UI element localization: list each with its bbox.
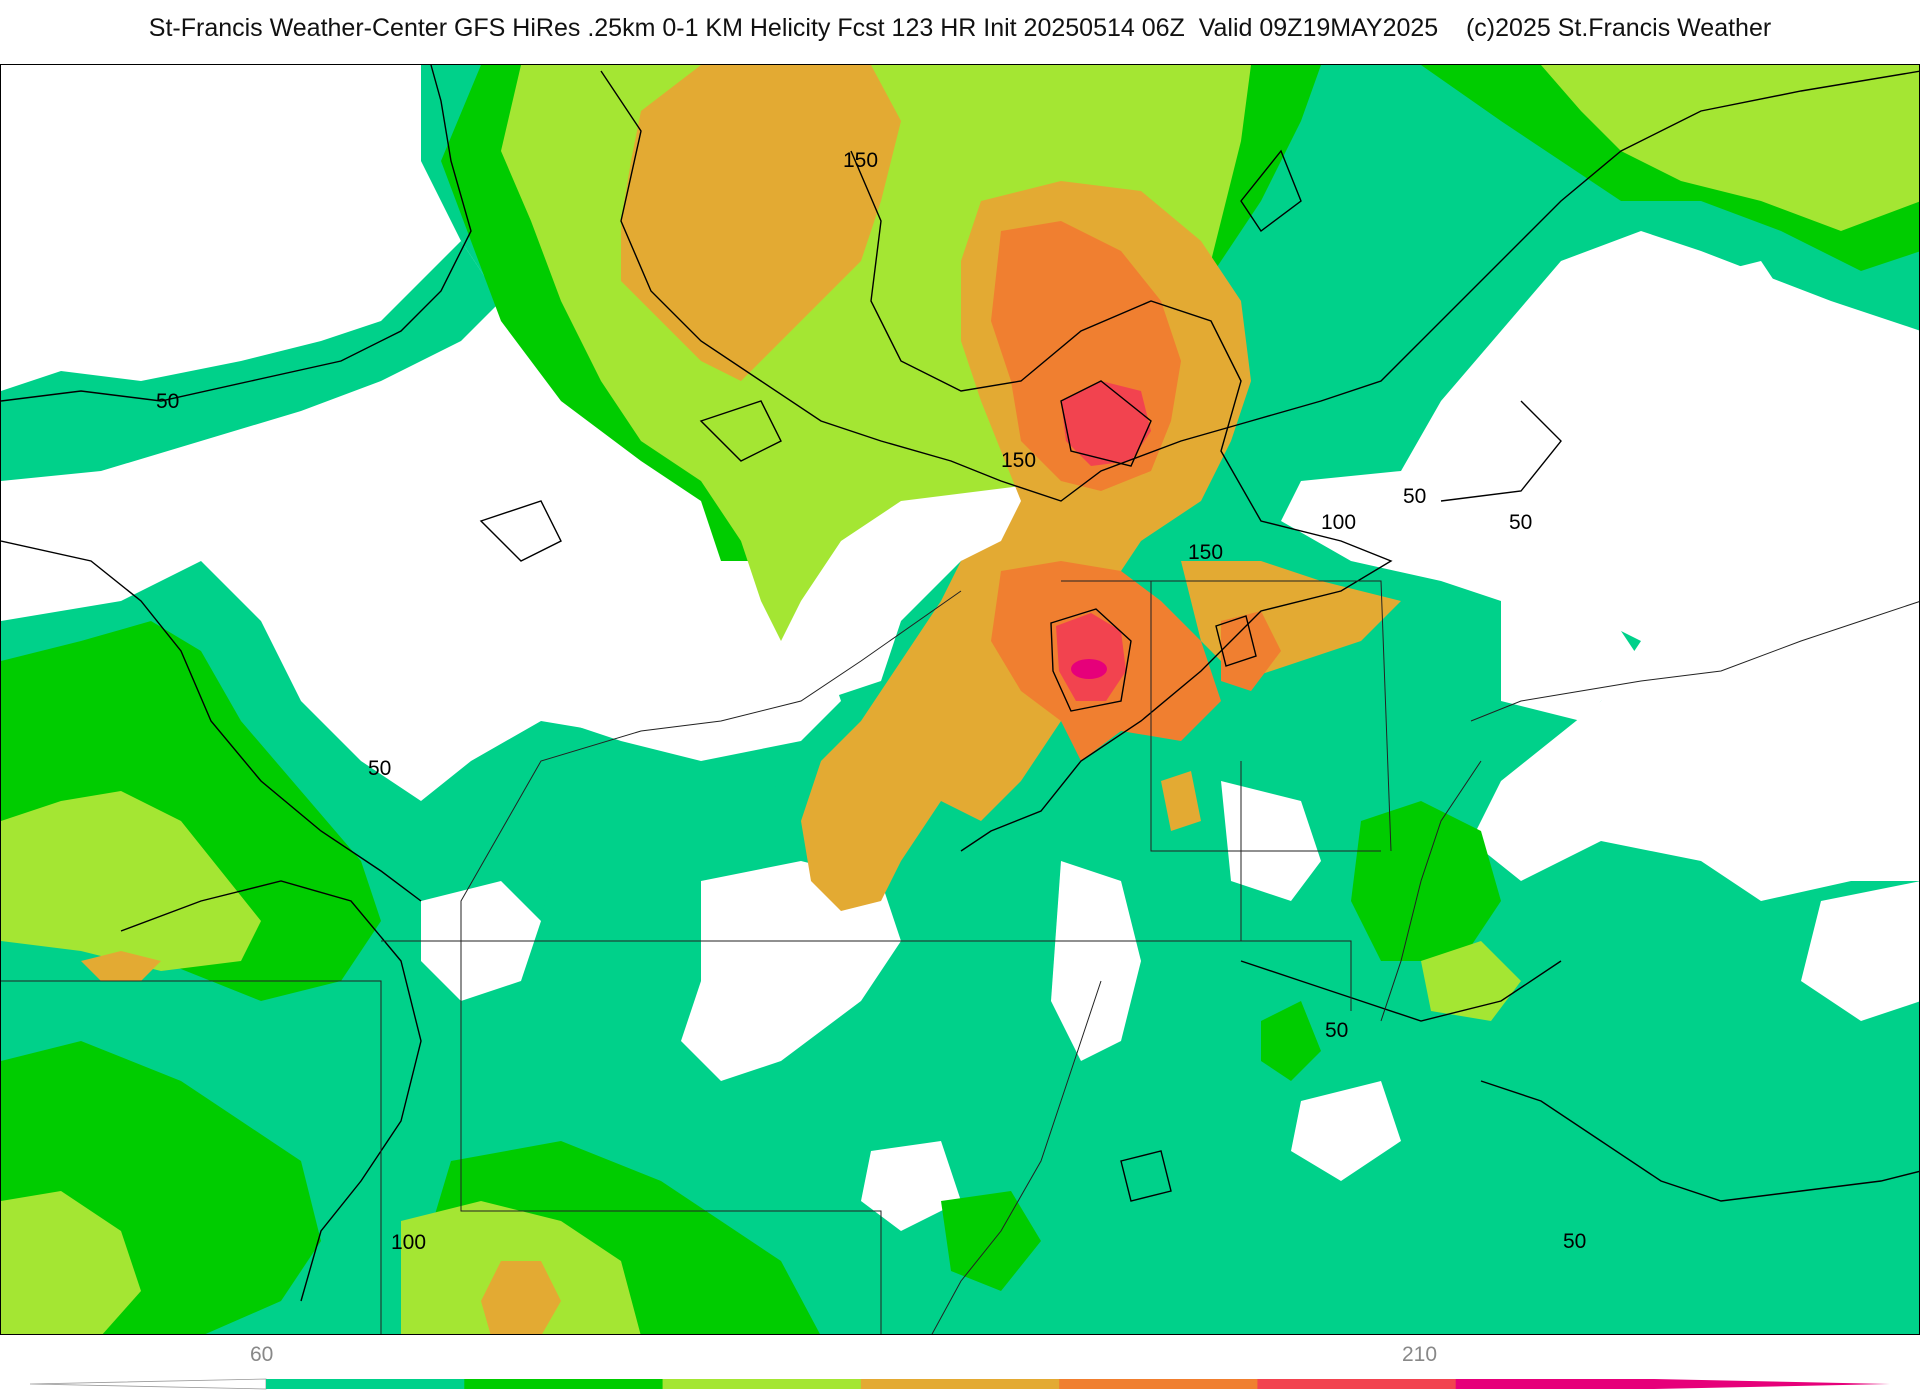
contour-label: 50 bbox=[156, 390, 179, 413]
colorbar-segment bbox=[1059, 1379, 1258, 1389]
map-canvas: 50 50 100 150 150 150 50 50 100 50 50 10… bbox=[1, 65, 1919, 1334]
map-title: St-Francis Weather-Center GFS HiRes .25k… bbox=[148, 14, 1772, 42]
colorbar-arrow-low bbox=[29, 1378, 267, 1390]
colorbar-segment bbox=[860, 1379, 1060, 1389]
helicity-contours bbox=[1, 65, 1919, 1302]
geographic-outlines bbox=[1, 580, 1919, 1334]
colorbar-segment bbox=[1455, 1379, 1655, 1389]
contour-label: 50 bbox=[1403, 485, 1426, 508]
contour-label: 150 bbox=[843, 149, 878, 172]
shade-band-7 bbox=[1071, 659, 1107, 679]
colorbar-tick-label: 210 bbox=[1402, 1343, 1438, 1366]
colorbar-tick-label: 60 bbox=[250, 1343, 274, 1366]
helicity-map[interactable]: 50 50 100 150 150 150 50 50 100 50 50 10… bbox=[0, 64, 1920, 1335]
contour-label: 100 bbox=[391, 1231, 426, 1254]
colorbar bbox=[29, 1378, 1890, 1390]
contour-label: 50 bbox=[368, 757, 391, 780]
contour-label: 50 bbox=[1509, 511, 1532, 534]
contour-label: 50 bbox=[1563, 1230, 1586, 1253]
contour-label: 50 bbox=[1325, 1019, 1348, 1042]
colorbar-segment bbox=[1257, 1379, 1457, 1389]
unshaded-areas bbox=[421, 261, 1919, 1231]
colorbar-segment bbox=[464, 1379, 664, 1389]
colorbar-segment bbox=[662, 1379, 862, 1389]
contour-label: 150 bbox=[1188, 541, 1223, 564]
contour-label: 150 bbox=[1001, 449, 1036, 472]
colorbar-segment bbox=[266, 1379, 465, 1389]
contour-labels: 50 50 100 150 150 150 50 50 100 50 50 10… bbox=[156, 149, 1586, 1254]
colorbar-arrow-high bbox=[1654, 1379, 1890, 1389]
contour-label: 100 bbox=[1321, 511, 1356, 534]
